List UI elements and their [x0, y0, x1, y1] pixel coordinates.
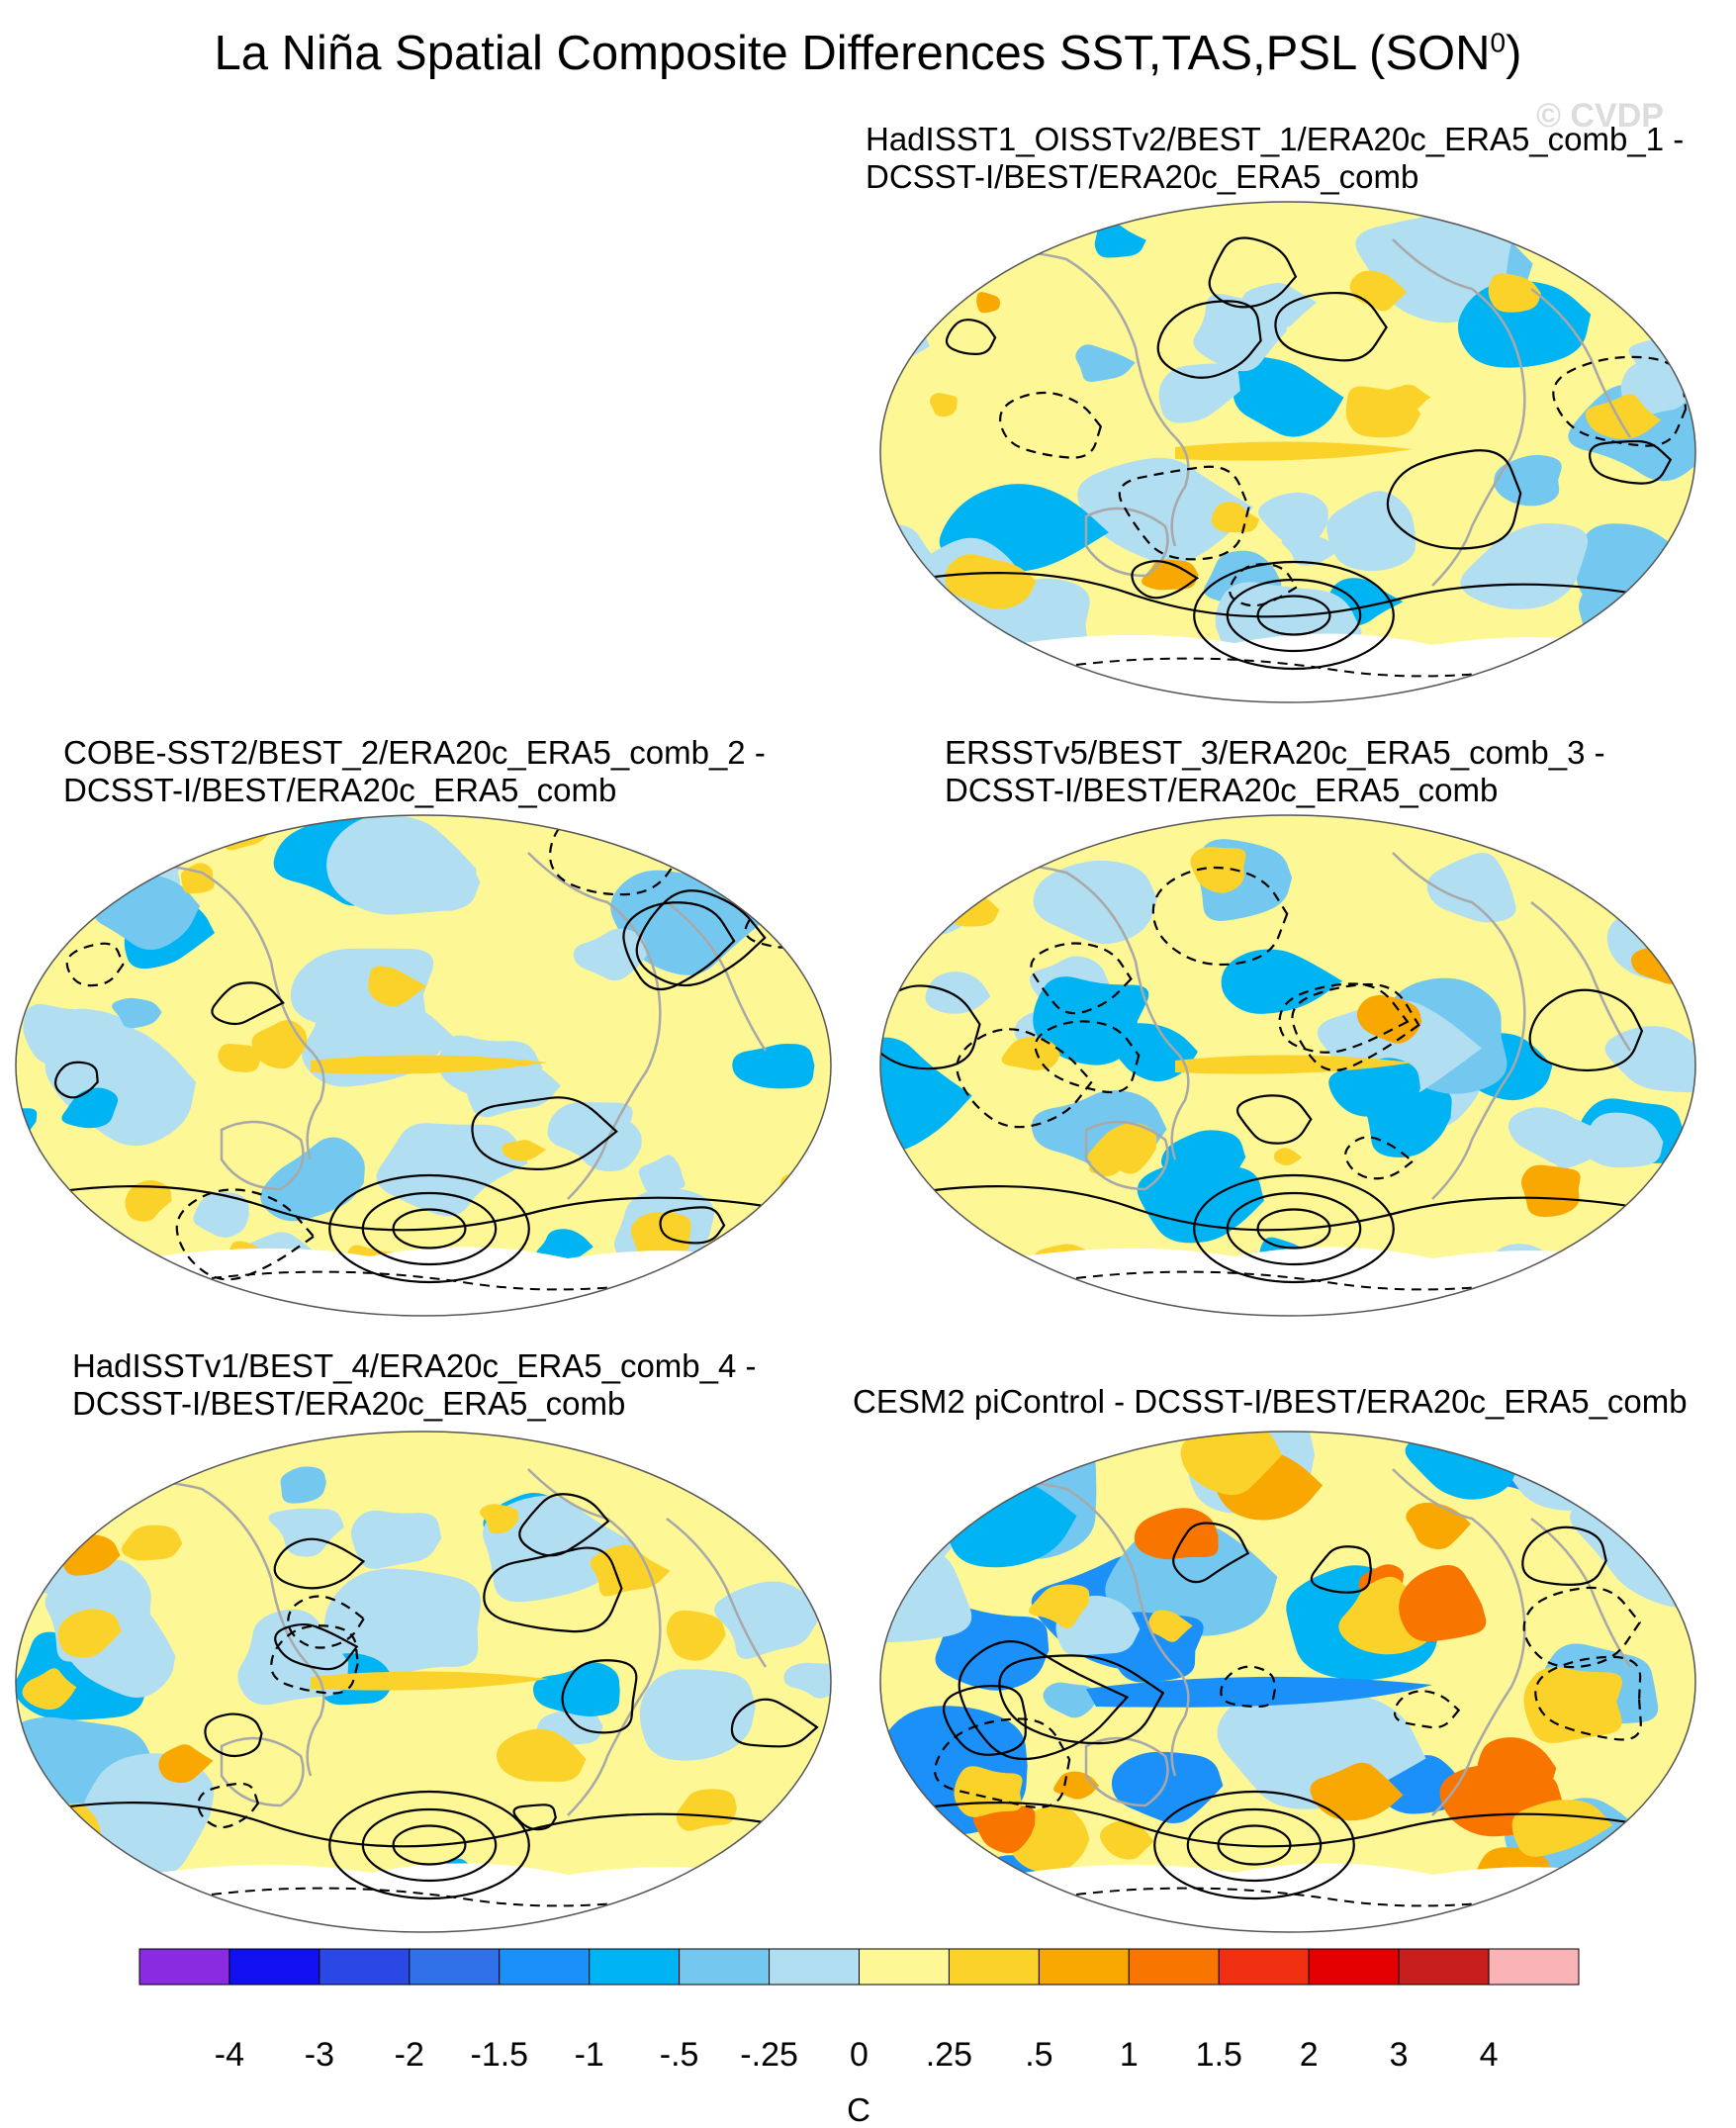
colorbar-box — [1219, 1949, 1309, 1985]
panel-2-map — [14, 813, 833, 1318]
colorbar-box — [680, 1949, 770, 1985]
cool-anomaly — [1577, 523, 1690, 615]
cool-anomaly — [58, 820, 120, 861]
cool-anomaly — [14, 813, 129, 874]
positive-psl-contour — [750, 844, 830, 900]
colorbar-box — [320, 1949, 410, 1985]
colorbar-tick-label: -2 — [395, 2036, 424, 2074]
colorbar-tick-label: 1 — [1120, 2036, 1139, 2074]
colorbar-tick-label: -1 — [575, 2036, 604, 2074]
panel-3-map — [878, 813, 1697, 1318]
figure-title-end: ) — [1506, 27, 1521, 80]
panel-4-title: HadISSTv1/BEST_4/ERA20c_ERA5_comb_4 - DC… — [72, 1347, 757, 1423]
colorbar-box — [500, 1949, 590, 1985]
panel-4-title-line2: DCSST-I/BEST/ERA20c_ERA5_comb — [72, 1385, 757, 1423]
warm-anomaly — [776, 1174, 828, 1210]
warm-anomaly — [1627, 813, 1688, 868]
warm-anomaly — [1634, 896, 1678, 923]
colorbar-box — [860, 1949, 950, 1985]
panel-1-title-line2: DCSST-I/BEST/ERA20c_ERA5_comb — [866, 158, 1684, 196]
cool-anomaly — [766, 1472, 833, 1540]
cool-anomaly — [646, 1440, 693, 1472]
cool-anomaly — [1641, 842, 1697, 910]
colorbar-box — [770, 1949, 860, 1985]
colorbar-tick-label: 3 — [1390, 2036, 1409, 2074]
colorbar-tick-label: 2 — [1300, 2036, 1319, 2074]
panel-5-title-line1: CESM2 piControl - DCSST-I/BEST/ERA20c_ER… — [853, 1383, 1688, 1421]
cool-anomaly — [32, 1430, 120, 1481]
colorbar-labels: -4 -3 -2 -1.5 -1 -.5 -.25 0 .25 .5 1 1.5 2 3 4 — [215, 2036, 1499, 2074]
negative-psl-contour — [929, 836, 992, 883]
colorbar-unit: C — [847, 2091, 870, 2128]
antarctica — [878, 1863, 1697, 1934]
panel-3-title-line2: DCSST-I/BEST/ERA20c_ERA5_comb — [945, 772, 1605, 809]
figure-title-superscript: 0 — [1491, 28, 1507, 58]
colorbar-tick-label: -3 — [305, 2036, 334, 2074]
warm-anomaly — [1653, 1832, 1682, 1853]
colorbar-box — [1489, 1949, 1579, 1985]
colorbar-box — [1399, 1949, 1489, 1985]
colorbar-tick-label: .5 — [1025, 2036, 1052, 2074]
panel-3-title: ERSSTv5/BEST_3/ERA20c_ERA5_comb_3 - DCSS… — [945, 734, 1605, 809]
colorbar-tick-label: .25 — [926, 2036, 972, 2074]
colorbar-box — [410, 1949, 500, 1985]
cool-anomaly — [742, 1860, 805, 1896]
colorbar-box — [949, 1949, 1039, 1985]
panel-2-title: COBE-SST2/BEST_2/ERA20c_ERA5_comb_2 - DC… — [63, 734, 766, 809]
panel-5-title: CESM2 piControl - DCSST-I/BEST/ERA20c_ER… — [853, 1383, 1688, 1421]
colorbar-box — [1309, 1949, 1399, 1985]
colorbar-tick-label: 1.5 — [1196, 2036, 1242, 2074]
panel-1-title: HadISST1_OISSTv2/BEST_1/ERA20c_ERA5_comb… — [866, 121, 1684, 196]
panel-4-title-line1: HadISSTv1/BEST_4/ERA20c_ERA5_comb_4 - — [72, 1347, 757, 1385]
panel-1-map — [878, 200, 1697, 704]
warm-anomaly — [711, 1232, 784, 1296]
colorbar-box — [1039, 1949, 1129, 1985]
colorbar-tick-label: 4 — [1480, 2036, 1499, 2074]
panel-4-map — [14, 1430, 833, 1934]
figure-title: La Niña Spatial Composite Differences SS… — [0, 26, 1736, 81]
colorbar-tick-label: -4 — [215, 2036, 244, 2074]
panel-1-title-line1: HadISST1_OISSTv2/BEST_1/ERA20c_ERA5_comb… — [866, 121, 1684, 158]
colorbar-box — [1129, 1949, 1219, 1985]
warm-anomaly — [1521, 1165, 1581, 1217]
cool-anomaly — [1649, 1807, 1697, 1853]
figure-title-main: La Niña Spatial Composite Differences SS… — [215, 27, 1491, 80]
colorbar-box — [229, 1949, 320, 1985]
cool-anomaly — [14, 1457, 67, 1544]
colorbar-tick-label: -1.5 — [471, 2036, 529, 2074]
colorbar-tick-label: 0 — [850, 2036, 868, 2074]
colorbar-tick-label: -.5 — [660, 2036, 699, 2074]
colorbar-box — [139, 1949, 229, 1985]
panel-2-title-line2: DCSST-I/BEST/ERA20c_ERA5_comb — [63, 772, 766, 809]
colorbar-boxes — [139, 1949, 1579, 1985]
warm-anomaly — [758, 1863, 809, 1894]
colorbar-box — [590, 1949, 680, 1985]
warm-anomaly — [1523, 1667, 1622, 1743]
panel-2-title-line1: COBE-SST2/BEST_2/ERA20c_ERA5_comb_2 - — [63, 734, 766, 772]
cool-anomaly — [1580, 620, 1646, 669]
panel-3-title-line1: ERSSTv5/BEST_3/ERA20c_ERA5_comb_3 - — [945, 734, 1605, 772]
cool-anomaly — [1568, 813, 1656, 886]
warm-anomaly — [878, 1452, 945, 1492]
colorbar-tick-label: -.25 — [740, 2036, 798, 2074]
panel-5-map — [878, 1430, 1697, 1934]
